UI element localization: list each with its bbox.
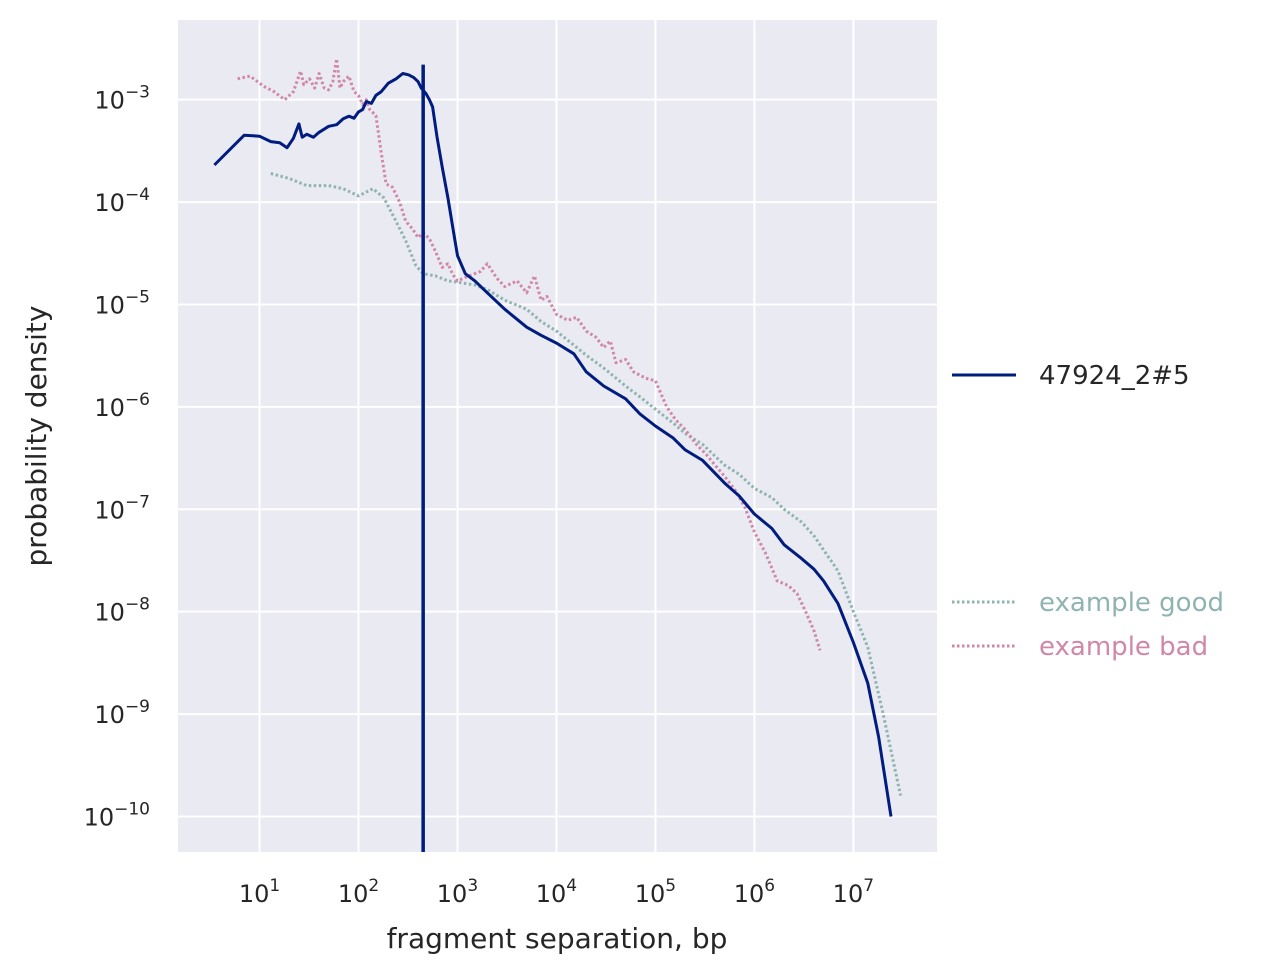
y-tick-label: 10−3 xyxy=(94,83,150,115)
y-tick-exponent: −6 xyxy=(125,390,150,410)
x-tick-label: 107 xyxy=(833,876,874,908)
y-tick-exponent: −5 xyxy=(125,287,150,307)
y-tick-label: 10−9 xyxy=(94,697,150,729)
y-tick-label: 10−5 xyxy=(94,287,150,319)
y-tick-exponent: −7 xyxy=(125,492,150,512)
y-tick-base: 10 xyxy=(94,291,125,319)
y-tick-base: 10 xyxy=(94,87,125,115)
grid-lines xyxy=(178,20,937,852)
y-tick-base: 10 xyxy=(94,599,125,627)
x-tick-exponent: 3 xyxy=(467,876,478,896)
y-tick-exponent: −3 xyxy=(125,83,150,103)
x-tick-label: 105 xyxy=(635,876,676,908)
x-tick-labels: 101 102 103 104 105 106 107 xyxy=(239,876,874,908)
x-tick-exponent: 1 xyxy=(269,876,280,896)
x-tick-base: 10 xyxy=(437,880,468,908)
y-tick-label: 10−6 xyxy=(94,390,150,422)
y-tick-label: 10−4 xyxy=(94,185,150,217)
series-line-47924-2-5 xyxy=(213,72,893,817)
y-tick-base: 10 xyxy=(94,701,125,729)
x-tick-label: 104 xyxy=(536,876,577,908)
x-tick-exponent: 4 xyxy=(566,876,577,896)
x-tick-base: 10 xyxy=(833,880,864,908)
x-tick-label: 101 xyxy=(239,876,280,908)
x-tick-exponent: 5 xyxy=(665,876,676,896)
y-tick-exponent: −9 xyxy=(125,697,150,717)
series-layer xyxy=(213,57,903,852)
x-tick-exponent: 6 xyxy=(764,876,775,896)
x-tick-label: 106 xyxy=(734,876,775,908)
x-tick-exponent: 7 xyxy=(863,876,874,896)
x-tick-base: 10 xyxy=(635,880,666,908)
y-tick-base: 10 xyxy=(94,394,125,422)
series-line-example-good xyxy=(270,172,903,796)
y-axis-label: probability density xyxy=(20,306,53,567)
series-line-example-bad xyxy=(237,57,822,651)
x-tick-base: 10 xyxy=(734,880,765,908)
x-tick-exponent: 2 xyxy=(368,876,379,896)
y-tick-label: 10−8 xyxy=(94,595,150,627)
y-tick-base: 10 xyxy=(84,803,115,831)
y-tick-labels: 10−310−410−510−610−710−810−910−10 xyxy=(84,83,150,832)
x-tick-label: 102 xyxy=(338,876,379,908)
x-tick-base: 10 xyxy=(338,880,369,908)
y-tick-exponent: −8 xyxy=(125,595,150,615)
y-tick-base: 10 xyxy=(94,189,125,217)
x-tick-base: 10 xyxy=(536,880,567,908)
legend-label: 47924_2#5 xyxy=(1039,361,1190,391)
x-tick-label: 103 xyxy=(437,876,478,908)
y-tick-exponent: −4 xyxy=(125,185,150,205)
x-axis-label: fragment separation, bp xyxy=(387,922,728,955)
y-tick-exponent: −10 xyxy=(114,799,150,819)
legend-label: example good xyxy=(1039,588,1224,618)
y-tick-label: 10−10 xyxy=(84,799,150,831)
x-tick-base: 10 xyxy=(239,880,270,908)
y-tick-label: 10−7 xyxy=(94,492,150,524)
legend-label: example bad xyxy=(1039,632,1208,662)
y-tick-base: 10 xyxy=(94,496,125,524)
plot-background xyxy=(178,20,937,852)
